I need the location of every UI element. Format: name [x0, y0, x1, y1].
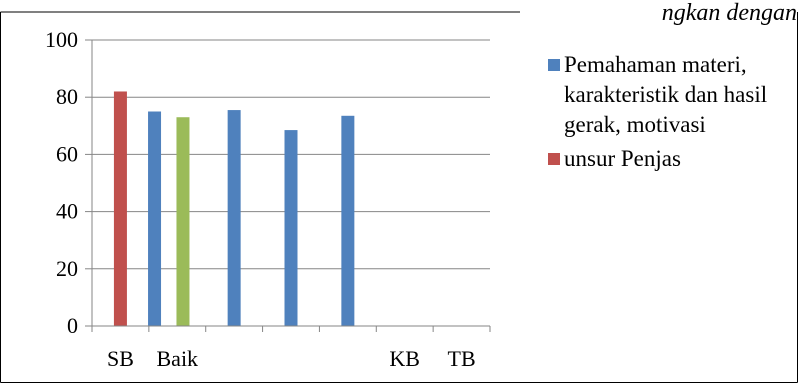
- x-category-label: KB: [389, 346, 420, 371]
- x-category-label: TB: [448, 346, 476, 371]
- bar: [227, 110, 241, 326]
- legend-swatch: [548, 153, 560, 165]
- y-tick-label: 80: [56, 84, 78, 109]
- bar: [341, 115, 355, 326]
- y-tick-label: 60: [56, 141, 78, 166]
- y-axis-ticks: 0 20 40 60 80 100: [45, 27, 92, 338]
- axes: [91, 40, 491, 332]
- y-tick-label: 100: [45, 27, 78, 52]
- y-tick-label: 0: [67, 313, 78, 338]
- y-tick-label: 40: [56, 199, 78, 224]
- x-category-label: SB: [107, 346, 134, 371]
- top-right-text-fragment: ngkan dengan: [662, 0, 797, 26]
- bar: [113, 91, 127, 326]
- legend-swatch: [548, 59, 560, 71]
- legend-label: unsur Penjas: [564, 146, 681, 171]
- legend-item: unsur Penjas: [548, 144, 783, 174]
- legend-item: Pemahaman materi, karakteristik dan hasi…: [548, 50, 783, 140]
- x-category-label: Baik: [157, 346, 199, 371]
- bar: [148, 111, 162, 326]
- y-tick-label: 20: [56, 256, 78, 281]
- bars: [113, 91, 355, 326]
- bar: [284, 130, 298, 326]
- bar: [176, 117, 190, 326]
- x-axis-labels: SB Baik KB TB: [107, 346, 476, 371]
- legend: Pemahaman materi, karakteristik dan hasi…: [548, 50, 783, 178]
- legend-label: Pemahaman materi, karakteristik dan hasi…: [564, 52, 768, 137]
